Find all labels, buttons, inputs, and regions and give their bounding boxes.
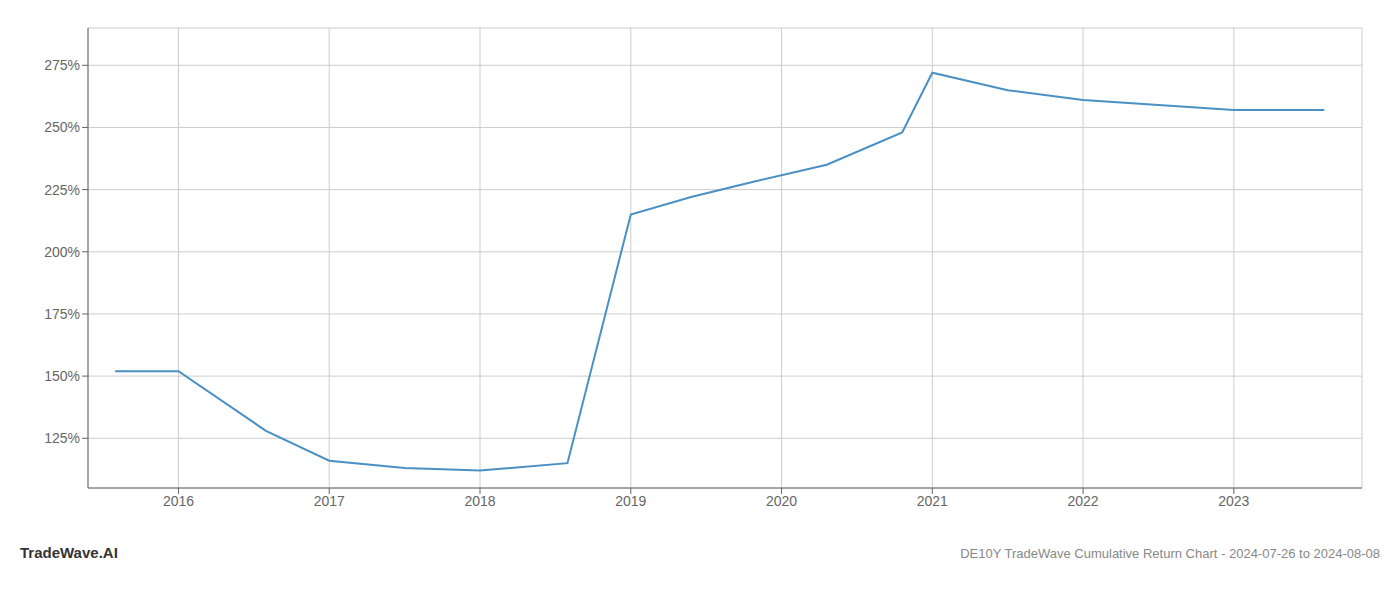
svg-text:2017: 2017 (314, 493, 345, 509)
html-text:TradeWave.AI: TradeWave.AI (20, 544, 118, 561)
svg-text:200%: 200% (44, 244, 80, 260)
svg-text:275%: 275% (44, 57, 80, 73)
svg-text:2022: 2022 (1067, 493, 1098, 509)
svg-text:2023: 2023 (1218, 493, 1249, 509)
svg-text:150%: 150% (44, 368, 80, 384)
svg-text:2021: 2021 (917, 493, 948, 509)
svg-text:250%: 250% (44, 119, 80, 135)
svg-text:125%: 125% (44, 430, 80, 446)
svg-text:2019: 2019 (615, 493, 646, 509)
svg-text:2020: 2020 (766, 493, 797, 509)
svg-text:2016: 2016 (163, 493, 194, 509)
svg-text:175%: 175% (44, 306, 80, 322)
svg-text:2018: 2018 (464, 493, 495, 509)
html-text:DE10Y TradeWave Cumulative Ret: DE10Y TradeWave Cumulative Return Chart … (960, 546, 1380, 561)
svg-text:225%: 225% (44, 182, 80, 198)
